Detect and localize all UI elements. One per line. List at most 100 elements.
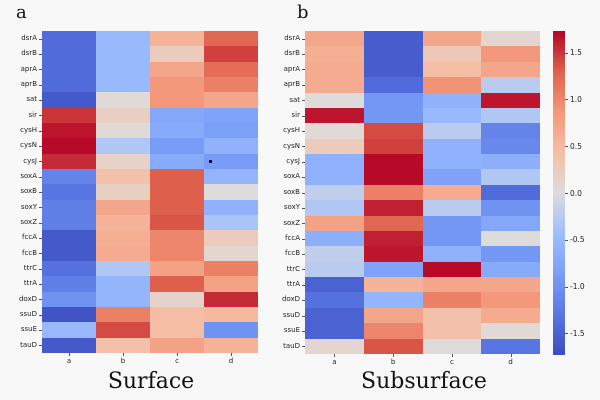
heatmap-cell [204,76,258,93]
heatmap-cell [422,200,482,216]
row-label: cysN [20,141,37,150]
heatmap-cell [150,199,204,215]
heatmap-cell [96,61,150,77]
row-label: soxZ [283,218,300,227]
heatmap-cell [204,214,258,231]
colorbar-tick-label: 0.5 [570,141,582,151]
heatmap-cell [481,215,540,231]
heatmap-cell [96,153,150,169]
heatmap-cell [481,107,540,124]
row-label: soxY [20,202,37,211]
heatmap-cell [363,323,423,339]
panel-title-surface: Surface [107,369,195,394]
row-label: ttrA [286,280,300,289]
heatmap-cell [150,153,204,169]
y-tick-mark [39,192,42,193]
x-tick-mark [510,354,512,357]
column-label: b [120,357,126,365]
row-label: cysH [20,126,37,134]
heatmap-grid-surface [42,31,258,353]
heatmap-cell [363,261,423,278]
heatmap-cell [481,277,540,293]
heatmap-cell [150,107,204,123]
row-label: doxD [281,295,300,304]
row-label: cysH [283,126,300,135]
heatmap-cell [42,168,96,185]
row-label: ssuE [20,325,37,334]
y-tick-mark [302,192,305,194]
heatmap-cell [96,291,150,307]
row-label: dsrB [284,49,300,58]
heatmap-cell [42,46,96,62]
y-tick-mark [39,284,42,285]
heatmap-cell [422,215,482,231]
y-tick-mark [39,38,42,40]
row-label: soxB [20,187,37,196]
heatmap-cell [363,138,423,155]
y-tick-mark [302,69,305,71]
y-tick-mark [302,284,305,286]
column-label: a [332,358,337,366]
y-tick-mark [302,300,305,302]
y-tick-mark [302,223,305,225]
colorbar-tick-mark [565,286,568,288]
heatmap-cell [96,46,150,62]
heatmap-cell [481,338,540,354]
heatmap-cell [204,168,258,185]
heatmap-cell [363,184,423,201]
heatmap-cell [363,92,423,108]
heatmap-cell [422,277,482,293]
y-tick-mark [39,222,42,224]
heatmap-cell [422,261,482,278]
heatmap-cell [481,200,540,216]
heatmap-cell [150,168,204,185]
heatmap-cell [204,291,258,307]
heatmap-cell [42,260,96,277]
heatmap-cell [204,138,258,154]
row-label: ssuD [282,310,300,319]
row-label: soxA [283,172,300,181]
heatmap-cell [204,276,258,292]
heatmap-cell [42,122,96,139]
heatmap-cell [42,291,96,307]
heatmap-cell [96,260,150,277]
heatmap-cell [150,245,204,261]
heatmap-cell [204,107,258,123]
panel-label-a: a [16,2,27,23]
heatmap-cell [204,322,258,338]
heatmap-cell [305,107,364,124]
heatmap-cell [305,200,364,216]
heatmap-cell [204,230,258,246]
heatmap-cell [150,122,204,139]
heatmap-cell [481,323,540,339]
row-label: soxY [283,203,300,212]
heatmap-cell [481,292,540,308]
heatmap-cell [204,199,258,215]
heatmap-cell [422,61,482,78]
heatmap-cell [422,338,482,354]
heatmap-cell [422,184,482,201]
column-label: d [228,357,234,365]
heatmap-cell [42,214,96,231]
heatmap-cell [96,322,150,338]
heatmap-cell [305,338,364,354]
column-label: a [66,357,72,365]
colorbar-tick-label: 1.0 [570,94,582,104]
heatmap-cell [150,306,204,323]
heatmap-cell [422,123,482,139]
y-tick-mark [302,38,305,40]
row-label: fccA [22,233,37,242]
heatmap-cell [96,337,150,353]
row-label: sir [291,110,300,119]
row-label: dsrA [284,34,300,42]
heatmap-cell [481,169,540,185]
heatmap-cell [422,92,482,108]
heatmap-cell [363,200,423,216]
colorbar-tick-label: -1.5 [570,328,585,338]
row-label: tauD [20,340,37,349]
heatmap-cell [363,107,423,124]
y-tick-mark [39,69,42,71]
heatmap-cell [481,261,540,278]
x-tick-mark [231,353,232,356]
row-label: soxB [283,187,300,196]
